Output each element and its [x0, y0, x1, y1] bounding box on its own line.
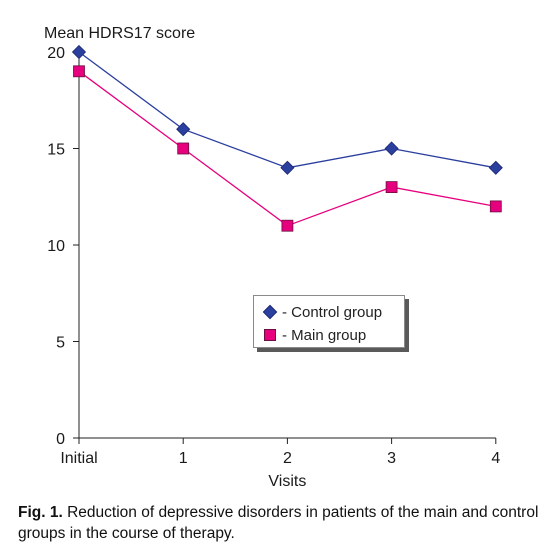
- chart-legend: - Control group - Main group: [253, 295, 405, 348]
- x-tick-label: Initial: [60, 450, 97, 467]
- series-line-0: [78, 51, 496, 169]
- caption-label: Fig. 1.: [18, 504, 63, 521]
- series-line-1: [78, 70, 496, 227]
- data-point-square: [177, 142, 190, 155]
- y-tick-label: 5: [56, 335, 65, 352]
- data-point-square: [385, 181, 398, 194]
- x-axis-label: Visits: [268, 473, 306, 490]
- figure-caption: Fig. 1. Reduction of depressive disorder…: [18, 502, 546, 544]
- data-point-diamond: [176, 122, 191, 137]
- y-tick-label: 15: [47, 142, 65, 159]
- legend-square-marker: [264, 329, 276, 341]
- x-tick-label: 3: [387, 450, 396, 467]
- data-point-square: [73, 65, 85, 78]
- data-point-square: [489, 200, 502, 213]
- y-tick-label: 10: [47, 238, 65, 255]
- legend-label-main: - Main group: [282, 326, 367, 344]
- x-tick-label: 2: [283, 450, 292, 467]
- caption-text: Reduction of depressive disorders in pat…: [18, 504, 539, 542]
- y-tick-label: 20: [47, 45, 65, 62]
- data-point-diamond: [71, 44, 87, 60]
- legend-label-control: - Control group: [282, 303, 383, 321]
- data-point-square: [281, 219, 294, 232]
- legend-diamond-marker: [262, 304, 278, 320]
- line-chart: 0 5 10 15 20 Initial 1 2 3 4 Mean HDRS17 score Visi…: [44, 25, 503, 490]
- data-point-diamond: [384, 141, 399, 156]
- data-point-diamond: [488, 160, 503, 175]
- y-tick-label: 0: [56, 431, 65, 448]
- legend-entry-control: - Control group: [262, 302, 383, 322]
- x-tick-label: 1: [179, 450, 188, 467]
- y-axis-label: Mean HDRS17 score: [44, 25, 195, 42]
- data-point-diamond: [280, 160, 295, 175]
- x-tick-label: 4: [491, 450, 500, 467]
- legend-entry-main: - Main group: [264, 325, 366, 345]
